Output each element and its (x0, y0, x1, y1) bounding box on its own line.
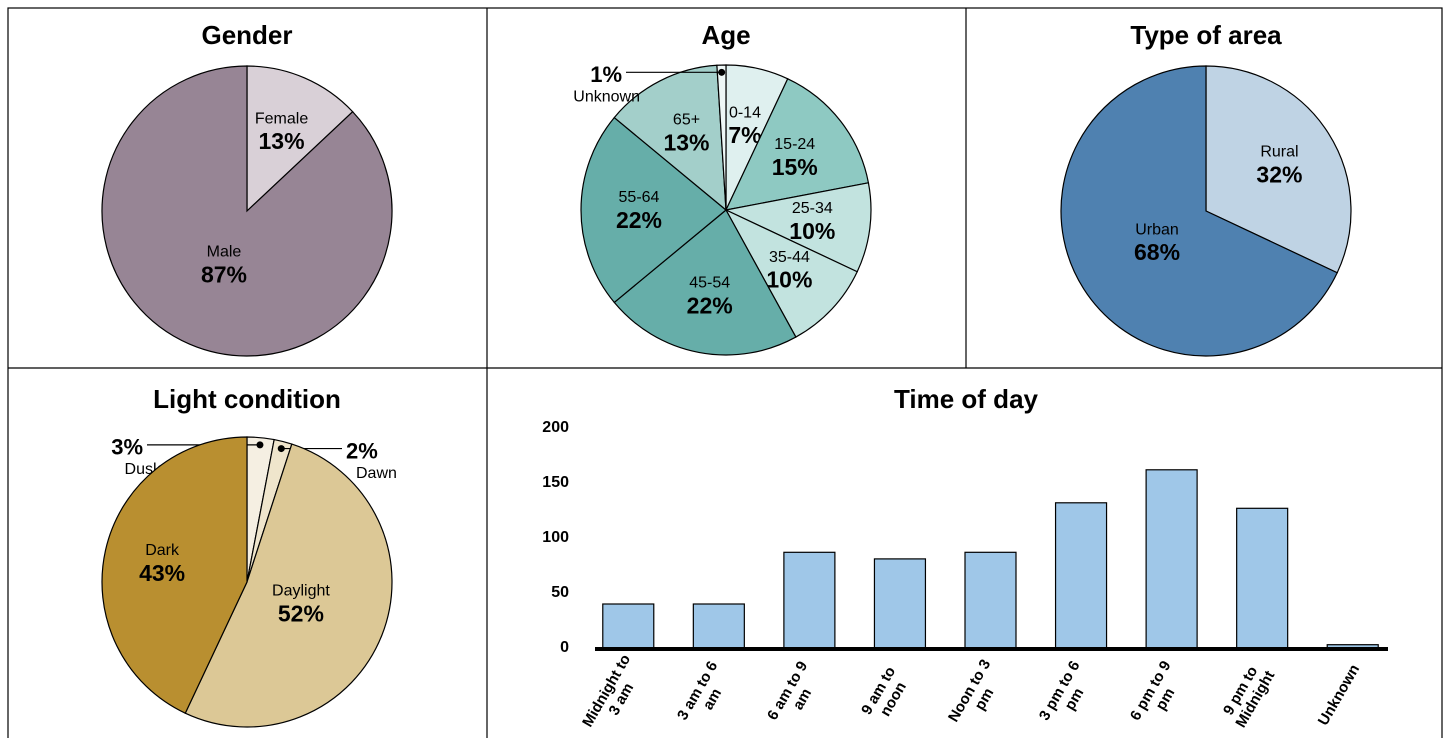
pie-slice (101, 436, 248, 714)
bar (873, 558, 927, 649)
slice-label: Female (255, 110, 308, 127)
bar (783, 551, 836, 649)
bar (1145, 469, 1198, 649)
bar (602, 603, 655, 649)
chart-title: Gender (201, 20, 292, 50)
bar (964, 551, 1017, 649)
slice-label: 15-24 (774, 136, 815, 153)
pie-slice (184, 443, 393, 728)
chart-title: Time of day (894, 384, 1039, 414)
y-tick-label: 0 (560, 639, 569, 656)
chart-title: Age (701, 20, 750, 50)
slice-label: 0-14 (729, 104, 761, 121)
pie-slice (246, 65, 354, 213)
leader-dot (718, 68, 726, 76)
pie-slice (716, 64, 727, 211)
pie-slice (613, 209, 797, 356)
slice-value-label: 87% (201, 261, 247, 287)
slice-value-label: 10% (789, 218, 835, 244)
slice-value-label: 52% (278, 600, 324, 626)
leader-dot (256, 441, 264, 449)
slice-value-label: 22% (687, 293, 733, 319)
bar (1236, 507, 1289, 649)
chart-title: Type of area (1130, 20, 1282, 50)
pie-slice (1060, 65, 1338, 357)
y-tick-label: 100 (542, 529, 569, 546)
panel-borders (7, 7, 1443, 738)
bar (692, 603, 745, 649)
slice-value-label: 10% (766, 267, 812, 293)
pie-slice (101, 65, 393, 357)
slice-value-label: 13% (259, 128, 305, 154)
slice-value-label: 1% (590, 62, 622, 87)
pie-slice (724, 182, 872, 273)
slice-value-label: 68% (1134, 239, 1180, 265)
y-tick-label: 150 (542, 474, 569, 491)
slice-label: Dawn (356, 465, 397, 482)
pie-slice (613, 64, 727, 212)
slice-label: Unknown (573, 89, 640, 106)
slice-label: Dark (145, 542, 180, 559)
pie-slice (724, 78, 870, 211)
slice-label: Daylight (272, 583, 330, 600)
slice-label: 45-54 (689, 275, 730, 292)
slice-label: 25-34 (792, 200, 833, 217)
slice-value-label: 32% (1256, 161, 1302, 187)
slice-value-label: 43% (139, 560, 185, 586)
slice-label: 65+ (673, 112, 700, 129)
pie-slice (1205, 65, 1352, 274)
slice-value-label: 22% (616, 207, 662, 233)
y-tick-label: 50 (551, 584, 569, 601)
slice-label: 35-44 (769, 249, 810, 266)
pie-slice (724, 208, 858, 338)
slice-label: Rural (1260, 144, 1298, 161)
slice-value-label: 2% (346, 438, 378, 463)
leader-dot (277, 445, 285, 453)
slice-label: 55-64 (619, 189, 660, 206)
pie-slice (580, 116, 727, 304)
bar (1054, 502, 1108, 649)
y-tick-label: 200 (542, 419, 569, 436)
slice-value-label: 15% (772, 154, 818, 180)
slice-value-label: 7% (728, 122, 761, 148)
slice-value-label: 13% (663, 130, 709, 156)
slice-label: Male (207, 243, 242, 260)
chart-title: Light condition (153, 384, 341, 414)
slice-label: Urban (1135, 221, 1179, 238)
slice-value-label: 3% (111, 435, 143, 460)
